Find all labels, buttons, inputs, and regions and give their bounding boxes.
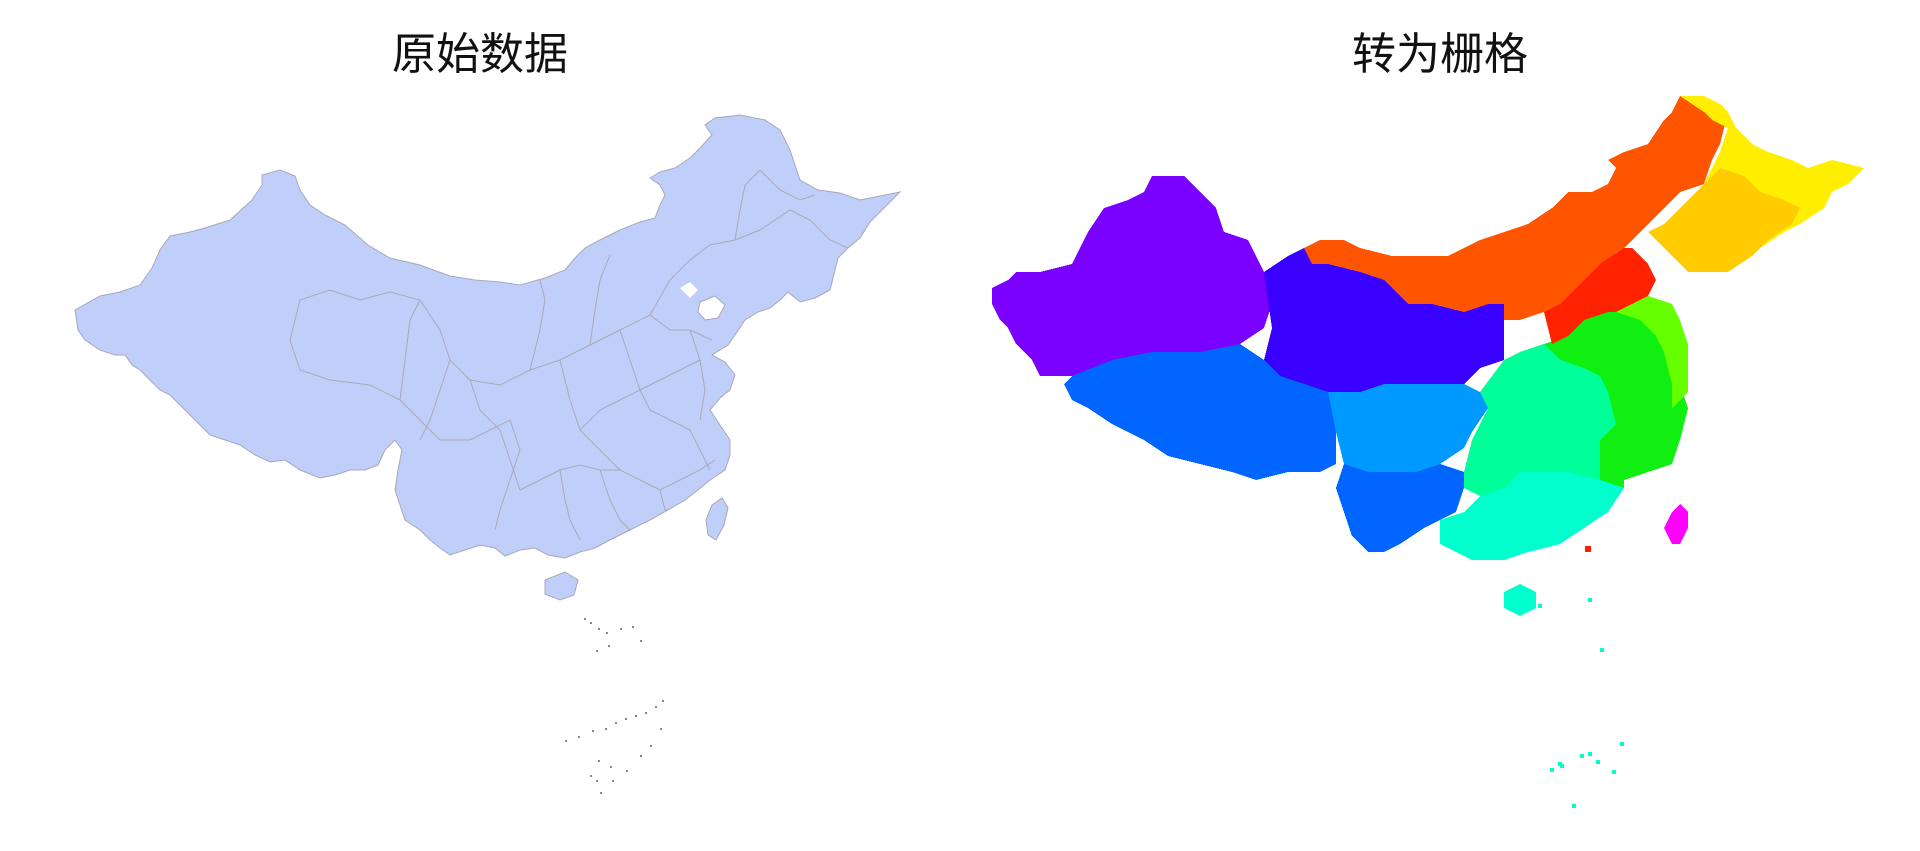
raster-china-map bbox=[992, 96, 1864, 808]
island-dot bbox=[650, 745, 652, 747]
island-dot bbox=[600, 792, 602, 794]
panel-title-original: 原始数据 bbox=[392, 29, 568, 80]
raster-island-pixel bbox=[1620, 742, 1624, 746]
island-dot bbox=[610, 766, 612, 768]
raster-region-xinjiang bbox=[992, 176, 1272, 376]
island-dot bbox=[640, 755, 642, 757]
island-dot bbox=[625, 718, 627, 720]
island-dot bbox=[640, 640, 642, 642]
original-china-map bbox=[74, 114, 902, 794]
panel-title-raster: 转为栅格 bbox=[1352, 29, 1528, 80]
island-dot bbox=[632, 626, 634, 628]
island-dot bbox=[635, 715, 637, 717]
island-dot bbox=[615, 722, 617, 724]
island-dot bbox=[590, 622, 592, 624]
raster-island-pixel bbox=[1600, 648, 1604, 652]
original-data-panel: 原始数据 bbox=[74, 29, 902, 794]
island-dot bbox=[606, 632, 608, 634]
south-sea-islands bbox=[565, 618, 664, 794]
vector-provinces bbox=[74, 114, 902, 601]
raster-region-sichuan bbox=[1328, 384, 1488, 472]
island-dot bbox=[596, 650, 598, 652]
island-dot bbox=[598, 760, 600, 762]
island-dot bbox=[565, 740, 567, 742]
raster-region-tibet bbox=[1064, 344, 1336, 480]
raster-island-pixel bbox=[1580, 754, 1584, 758]
island-dot bbox=[655, 706, 657, 708]
hainan-island bbox=[544, 571, 579, 601]
raster-pixel-red bbox=[1585, 546, 1591, 552]
raster-island-pixel bbox=[1550, 768, 1554, 772]
raster-region-yunnan bbox=[1336, 464, 1464, 552]
island-dot bbox=[645, 712, 647, 714]
island-dot bbox=[660, 728, 662, 730]
raster-region-qinghai-gansu bbox=[1264, 248, 1504, 392]
raster-island-pixel bbox=[1588, 598, 1592, 602]
raster-region-north-red bbox=[1544, 248, 1656, 344]
raster-region-hainan bbox=[1504, 584, 1536, 616]
raster-island-pixel bbox=[1572, 804, 1576, 808]
raster-region-north-orange bbox=[1304, 96, 1728, 320]
island-dot bbox=[578, 736, 580, 738]
island-dot bbox=[596, 780, 598, 782]
raster-island-pixel bbox=[1560, 764, 1564, 768]
raster-island-pixel bbox=[1538, 604, 1542, 608]
raster-panel: 转为栅格 bbox=[960, 0, 1920, 851]
raster-region-central bbox=[1464, 344, 1616, 496]
island-dot bbox=[612, 780, 614, 782]
raster-region-taiwan bbox=[1664, 504, 1688, 544]
island-dot bbox=[584, 618, 586, 620]
raster-islands bbox=[1538, 546, 1624, 808]
raster-region-east-lime bbox=[1616, 296, 1688, 408]
raster-region-northeast-gold bbox=[1648, 168, 1800, 272]
island-dot bbox=[620, 628, 622, 630]
province-borders bbox=[289, 169, 849, 541]
bohai-sea bbox=[697, 295, 726, 321]
raster-island-pixel bbox=[1596, 760, 1600, 764]
island-dot bbox=[592, 730, 594, 732]
island-dot bbox=[590, 775, 592, 777]
raster-region-east bbox=[1544, 312, 1688, 488]
raster-regions bbox=[992, 96, 1864, 616]
island-dot bbox=[605, 728, 607, 730]
island-dot bbox=[598, 628, 600, 630]
raster-island-pixel bbox=[1612, 770, 1616, 774]
island-dot bbox=[626, 770, 628, 772]
liaodong-bay bbox=[680, 282, 698, 298]
island-dot bbox=[608, 645, 610, 647]
mainland-outline bbox=[74, 114, 902, 559]
island-dot bbox=[662, 700, 664, 702]
taiwan-island bbox=[705, 497, 729, 541]
raster-island-pixel bbox=[1588, 752, 1592, 756]
